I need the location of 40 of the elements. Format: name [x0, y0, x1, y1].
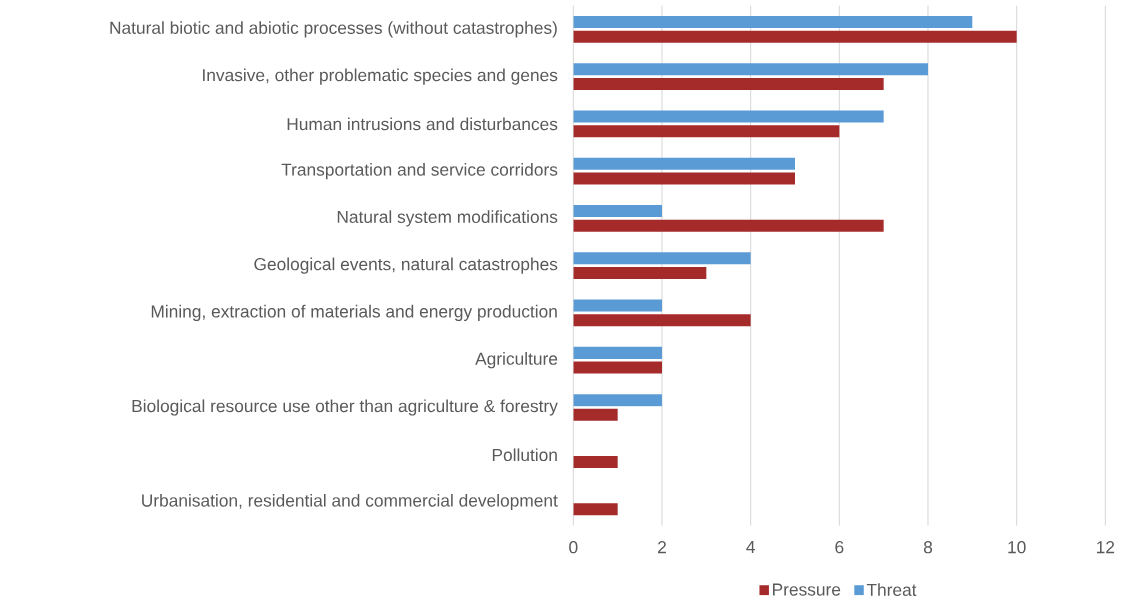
bar: [573, 30, 1017, 43]
y-tick-label: Agriculture: [475, 352, 558, 369]
x-tick-label: 10: [1008, 541, 1026, 554]
bar: [573, 314, 751, 327]
bar: [573, 503, 618, 516]
bar: [573, 346, 662, 359]
bar: [573, 110, 884, 123]
x-tick-label: 4: [746, 541, 755, 553]
y-tick-label: Natural biotic and abiotic processes (without catastrophes): [110, 21, 557, 38]
bar: [573, 219, 884, 232]
legend-label: Pressure: [773, 583, 841, 596]
bar: [573, 361, 662, 374]
bar: [573, 15, 973, 28]
y-tick-label: Natural system modifications: [337, 210, 558, 227]
y-tick-label: Urbanisation, residential and commercial development: [142, 493, 558, 511]
legend-label: Threat: [866, 583, 917, 596]
bar: [573, 157, 795, 170]
bar: [573, 394, 662, 407]
bar: [573, 125, 840, 138]
y-tick-label: Biological resource use other than agriculture & forestry: [132, 399, 558, 416]
bar: [573, 299, 662, 312]
bar: [573, 408, 618, 421]
x-tick-label: 12: [1097, 541, 1115, 554]
bar: [573, 63, 928, 76]
bar: [573, 172, 795, 185]
bar: [573, 205, 662, 218]
y-tick-label: Invasive, other problematic species and genes: [203, 68, 558, 85]
x-tick-label: 2: [658, 541, 666, 554]
x-tick-label: 0: [569, 541, 578, 554]
y-tick-label: Transportation and service corridors: [281, 163, 558, 180]
bar: [573, 456, 618, 469]
y-tick-label: Geological events, natural catastrophes: [254, 257, 558, 274]
x-tick-label: 8: [923, 541, 933, 554]
x-tick-label: 6: [835, 541, 844, 554]
bar: [573, 267, 707, 279]
y-tick-label: Human intrusions and disturbances: [287, 117, 558, 131]
bar: [573, 252, 751, 265]
bar: [573, 77, 884, 90]
y-tick-label: Mining, extraction of materials and energy production: [151, 304, 557, 322]
y-tick-label: Pollution: [492, 448, 557, 462]
